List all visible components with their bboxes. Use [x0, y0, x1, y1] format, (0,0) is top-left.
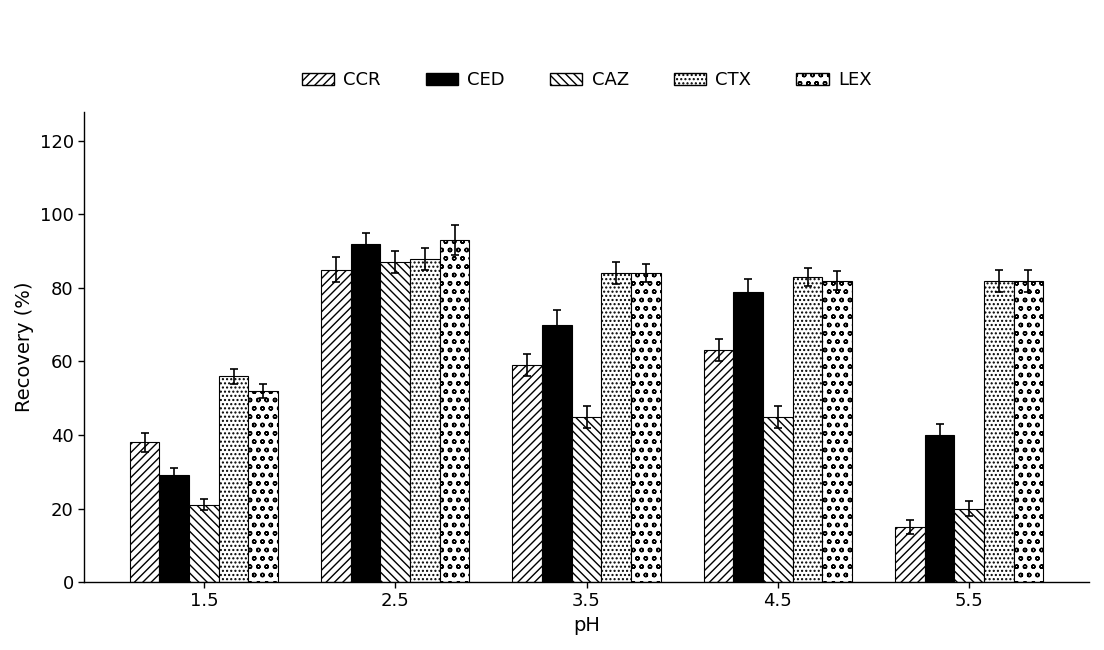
Bar [219, 376, 248, 582]
Bar [822, 281, 852, 582]
Bar [602, 273, 631, 582]
Bar [159, 475, 189, 582]
Legend: CCR, CED, CAZ, CTX, LEX: CCR, CED, CAZ, CTX, LEX [295, 64, 879, 97]
Bar [130, 443, 159, 582]
X-axis label: pH: pH [573, 616, 599, 635]
Bar [512, 365, 542, 582]
Bar [703, 350, 733, 582]
Bar [351, 244, 381, 582]
Bar [542, 325, 572, 582]
Bar [381, 262, 410, 582]
Bar [321, 270, 351, 582]
Bar [1013, 281, 1043, 582]
Bar [572, 417, 602, 582]
Bar [984, 281, 1013, 582]
Bar [410, 259, 439, 582]
Bar [733, 292, 763, 582]
Y-axis label: Recovery (%): Recovery (%) [15, 281, 34, 412]
Bar [763, 417, 793, 582]
Bar [248, 391, 278, 582]
Bar [895, 527, 925, 582]
Bar [954, 508, 984, 582]
Bar [793, 277, 822, 582]
Bar [439, 240, 469, 582]
Bar [189, 505, 219, 582]
Bar [631, 273, 660, 582]
Bar [925, 435, 954, 582]
